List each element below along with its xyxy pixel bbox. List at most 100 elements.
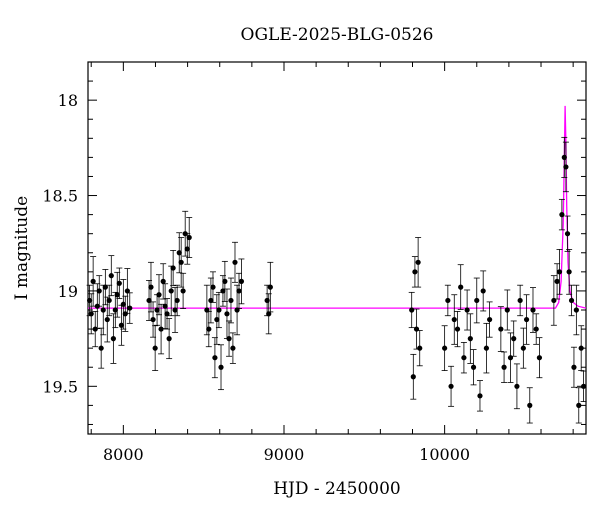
data-point xyxy=(487,316,493,323)
data-point xyxy=(564,231,571,237)
data-point xyxy=(568,297,575,304)
data-point xyxy=(98,345,104,351)
data-point xyxy=(445,297,451,304)
x-tick-label: 10000 xyxy=(419,445,470,464)
x-tick-label: 8000 xyxy=(103,445,144,464)
data-point xyxy=(464,307,470,313)
data-point xyxy=(232,259,238,265)
data-point xyxy=(470,364,477,370)
axis-ticks-layer: 8000 9000 10000 18 18.5 19 19.5 xyxy=(42,62,586,464)
data-point xyxy=(571,364,577,370)
data-point xyxy=(154,307,160,313)
data-point xyxy=(474,297,480,304)
data-point xyxy=(110,336,116,342)
data-point xyxy=(208,297,214,304)
data-points-layer xyxy=(86,136,587,424)
data-point xyxy=(520,345,526,351)
data-point xyxy=(116,280,122,286)
data-point xyxy=(162,303,168,309)
data-point xyxy=(214,316,220,323)
data-point xyxy=(216,307,222,313)
data-point xyxy=(556,269,563,275)
data-point xyxy=(514,383,520,389)
x-tick-label: 9000 xyxy=(264,445,305,464)
data-point xyxy=(170,265,176,271)
data-point xyxy=(172,307,178,313)
data-point xyxy=(127,305,133,311)
y-axis-label: I magnitude xyxy=(12,196,32,300)
data-point xyxy=(533,326,539,332)
data-point xyxy=(90,278,96,284)
y-tick-label: 19 xyxy=(58,282,78,301)
y-tick-label: 18 xyxy=(58,91,78,110)
data-point xyxy=(152,345,158,351)
data-point xyxy=(168,288,174,294)
data-point xyxy=(206,326,212,332)
data-point xyxy=(477,393,483,399)
data-point xyxy=(102,284,108,290)
data-point xyxy=(114,292,120,298)
data-point xyxy=(106,297,112,304)
data-point xyxy=(409,307,415,313)
data-point xyxy=(176,250,182,256)
plot-frame xyxy=(87,61,587,435)
data-point xyxy=(238,278,245,284)
data-point xyxy=(210,284,216,290)
data-point xyxy=(523,316,530,323)
data-point xyxy=(501,364,507,370)
data-point xyxy=(417,345,423,351)
data-point xyxy=(266,311,272,317)
x-axis-label: HJD - 2450000 xyxy=(273,479,401,499)
y-tick-label: 19.5 xyxy=(42,377,78,396)
data-point xyxy=(576,402,582,408)
data-point xyxy=(410,374,416,380)
data-point xyxy=(88,311,94,317)
data-point xyxy=(166,336,172,342)
data-point xyxy=(451,316,457,323)
data-point xyxy=(156,292,162,298)
data-point xyxy=(178,259,184,265)
data-point xyxy=(267,284,273,290)
data-point xyxy=(212,355,218,361)
data-point xyxy=(220,288,226,294)
data-point xyxy=(180,288,186,294)
data-point xyxy=(164,311,170,317)
data-point xyxy=(467,336,473,342)
data-point xyxy=(160,278,166,284)
data-point xyxy=(559,212,565,218)
data-point xyxy=(184,246,190,252)
data-point xyxy=(96,288,102,294)
data-point xyxy=(442,345,448,351)
data-point xyxy=(461,355,467,361)
data-point xyxy=(228,297,234,304)
data-point xyxy=(458,284,464,290)
data-point xyxy=(118,322,125,328)
data-point xyxy=(100,307,106,313)
data-point xyxy=(92,326,98,332)
data-point xyxy=(566,269,572,275)
data-point xyxy=(150,316,156,323)
model-curve-layer xyxy=(88,105,587,309)
data-point xyxy=(454,326,461,332)
y-tick-label: 18.5 xyxy=(42,187,78,206)
data-point xyxy=(186,234,192,241)
data-point xyxy=(517,297,523,304)
data-point xyxy=(554,278,560,284)
data-point xyxy=(120,301,126,307)
data-point xyxy=(504,307,510,313)
data-point xyxy=(480,288,486,294)
data-point xyxy=(236,288,242,294)
model-curve xyxy=(88,105,587,309)
data-point xyxy=(498,326,504,332)
data-point xyxy=(536,355,543,361)
data-point xyxy=(226,336,232,342)
data-point xyxy=(527,402,533,408)
data-point xyxy=(104,316,110,323)
data-point xyxy=(174,297,180,304)
data-point xyxy=(230,345,236,351)
data-point xyxy=(108,273,114,279)
data-point xyxy=(112,307,118,313)
data-point xyxy=(415,259,421,265)
data-point xyxy=(222,278,228,284)
